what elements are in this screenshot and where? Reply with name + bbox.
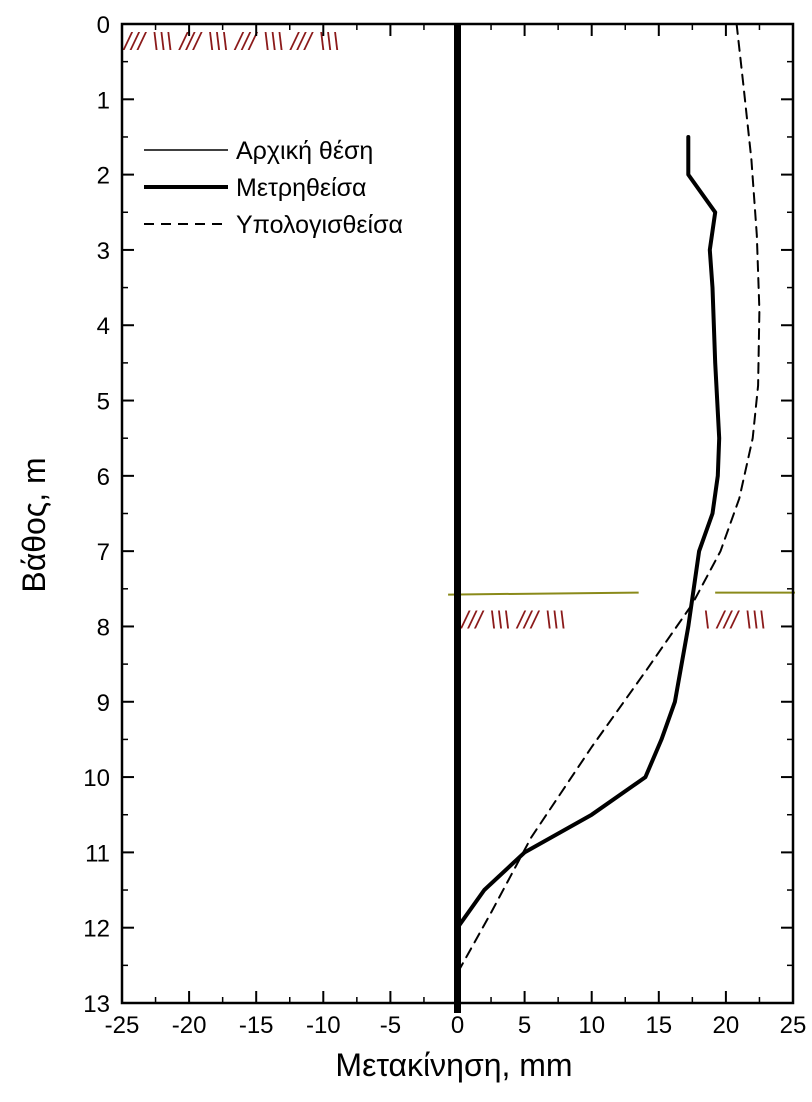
water-level-line-left bbox=[448, 591, 639, 596]
x-tick-label: 10 bbox=[578, 1012, 605, 1039]
x-axis-title: Μετακίνηση, mm bbox=[335, 1047, 572, 1083]
x-tick-label: -10 bbox=[306, 1012, 341, 1039]
x-tick-label: -20 bbox=[172, 1012, 207, 1039]
y-tick-label: 8 bbox=[97, 614, 110, 641]
y-tick-label: 13 bbox=[83, 991, 110, 1018]
y-tick-label: 10 bbox=[83, 765, 110, 792]
mid-hatch-left: /// \\\ /// \\\ bbox=[460, 607, 566, 635]
legend-label-2: Μετρηθείσα bbox=[236, 174, 366, 202]
y-tick-label: 5 bbox=[97, 389, 110, 416]
axes-layer: -25 -20 -15 -10 -5 0 5 10 15 20 250123456789101112… bbox=[83, 12, 806, 1039]
x-tick-label: -5 bbox=[380, 1012, 401, 1039]
legend-label-1: Αρχική θέση bbox=[236, 137, 373, 165]
series-line-2 bbox=[455, 135, 722, 930]
x-tick-label: 20 bbox=[713, 1012, 740, 1039]
y-tick-label: 6 bbox=[97, 464, 110, 491]
series-layer bbox=[454, 23, 761, 1013]
x-tick-label: 15 bbox=[645, 1012, 672, 1039]
x-tick-label: -25 bbox=[105, 1012, 140, 1039]
legend-label-3: Υπολογισθείσα bbox=[236, 211, 403, 239]
y-tick-label: 7 bbox=[97, 539, 110, 566]
x-tick-label: 25 bbox=[780, 1012, 807, 1039]
y-tick-label: 12 bbox=[83, 916, 110, 943]
mid-hatch-right: \ /// \\\ bbox=[703, 607, 766, 635]
x-tick-label: 5 bbox=[518, 1012, 531, 1039]
y-tick-label: 4 bbox=[97, 313, 110, 340]
y-tick-label: 11 bbox=[85, 840, 110, 867]
y-tick-label: 9 bbox=[97, 690, 110, 717]
series-line-3 bbox=[456, 23, 761, 974]
x-tick-label: 0 bbox=[451, 1012, 464, 1039]
y-axis-title: Βάθος, m bbox=[16, 457, 52, 592]
x-tick-label: -15 bbox=[239, 1012, 274, 1039]
ground-surface-hatch: /// \\\ /// \\\ /// \\\ /// \\\ bbox=[122, 28, 339, 56]
y-tick-label: 3 bbox=[97, 238, 110, 265]
y-tick-label: 2 bbox=[97, 163, 110, 190]
annotations-layer: /// \\\ /// \\\ /// \\\ /// \\\ /// \\\ /… bbox=[122, 28, 795, 635]
y-tick-label: 0 bbox=[97, 12, 110, 39]
y-tick-label: 1 bbox=[97, 87, 110, 114]
legend: Αρχική θέση Μετρηθείσα Υπολογισθείσα bbox=[144, 137, 403, 239]
